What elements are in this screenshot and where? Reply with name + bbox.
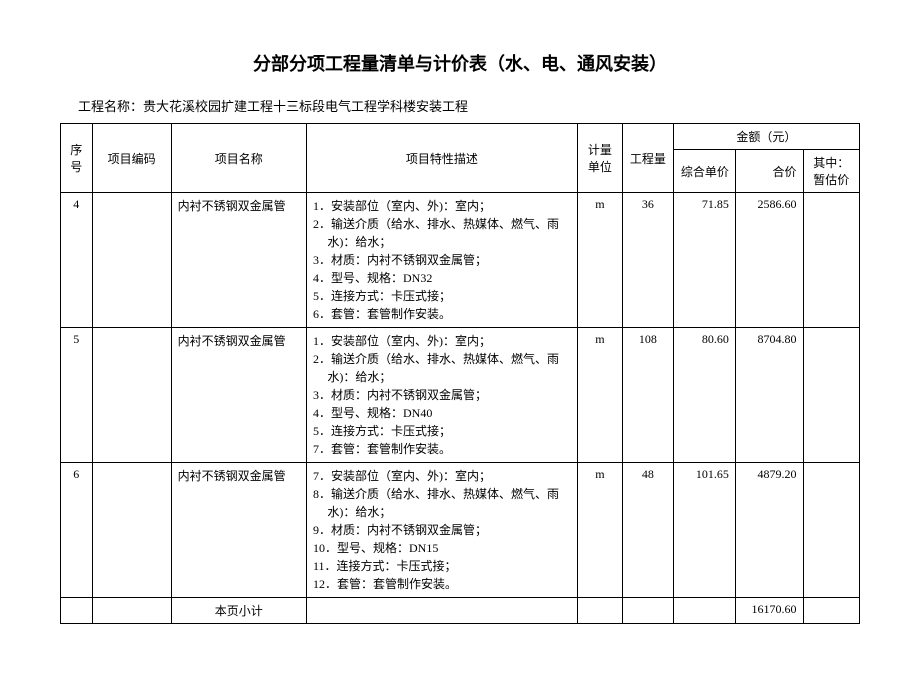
cell-unit: m <box>577 328 622 463</box>
desc-item: 10．型号、规格：DN15 <box>313 539 571 557</box>
cell-seq: 6 <box>61 463 93 598</box>
cell-unit: m <box>577 193 622 328</box>
header-amount-group: 金额（元） <box>673 124 859 150</box>
subtotal-row: 本页小计 16170.60 <box>61 598 860 624</box>
table-row: 4内衬不锈钢双金属管1．安装部位（室内、外)：室内；2．输送介质（给水、排水、热… <box>61 193 860 328</box>
desc-item: 5．连接方式：卡压式接； <box>313 422 571 440</box>
quantity-price-table: 序号 项目编码 项目名称 项目特性描述 计量单位 工程量 金额（元） 综合单价 … <box>60 123 860 624</box>
cell-desc: 1．安装部位（室内、外)：室内；2．输送介质（给水、排水、热媒体、燃气、雨水)：… <box>307 328 578 463</box>
subtotal-empty <box>92 598 171 624</box>
desc-item: 2．输送介质（给水、排水、热媒体、燃气、雨水)：给水； <box>313 215 571 251</box>
cell-code <box>92 328 171 463</box>
subtotal-empty <box>622 598 673 624</box>
desc-item: 8．输送介质（给水、排水、热媒体、燃气、雨水)：给水； <box>313 485 571 521</box>
cell-name: 内衬不锈钢双金属管 <box>171 463 306 598</box>
header-total-price: 合价 <box>735 150 803 193</box>
cell-provisional <box>803 193 859 328</box>
subtotal-label: 本页小计 <box>171 598 306 624</box>
desc-item: 4．型号、规格：DN32 <box>313 269 571 287</box>
cell-total-price: 8704.80 <box>735 328 803 463</box>
header-unit-price: 综合单价 <box>673 150 735 193</box>
cell-name: 内衬不锈钢双金属管 <box>171 193 306 328</box>
cell-qty: 108 <box>622 328 673 463</box>
cell-qty: 36 <box>622 193 673 328</box>
cell-unit-price: 101.65 <box>673 463 735 598</box>
desc-item: 4．型号、规格：DN40 <box>313 404 571 422</box>
cell-unit-price: 80.60 <box>673 328 735 463</box>
cell-total-price: 4879.20 <box>735 463 803 598</box>
desc-item: 5．连接方式：卡压式接； <box>313 287 571 305</box>
subtotal-empty <box>803 598 859 624</box>
cell-seq: 5 <box>61 328 93 463</box>
desc-item: 11．连接方式：卡压式接； <box>313 557 571 575</box>
header-unit: 计量单位 <box>577 124 622 193</box>
cell-unit-price: 71.85 <box>673 193 735 328</box>
header-name: 项目名称 <box>171 124 306 193</box>
desc-item: 7．套管：套管制作安装。 <box>313 440 571 458</box>
cell-provisional <box>803 328 859 463</box>
header-seq: 序号 <box>61 124 93 193</box>
cell-code <box>92 463 171 598</box>
cell-qty: 48 <box>622 463 673 598</box>
cell-unit: m <box>577 463 622 598</box>
page-title: 分部分项工程量清单与计价表（水、电、通风安装） <box>60 50 860 76</box>
desc-item: 1．安装部位（室内、外)：室内； <box>313 332 571 350</box>
desc-item: 3．材质：内衬不锈钢双金属管； <box>313 251 571 269</box>
header-provisional: 其中：暂估价 <box>803 150 859 193</box>
table-row: 5内衬不锈钢双金属管1．安装部位（室内、外)：室内；2．输送介质（给水、排水、热… <box>61 328 860 463</box>
desc-item: 1．安装部位（室内、外)：室内； <box>313 197 571 215</box>
header-qty: 工程量 <box>622 124 673 193</box>
subtotal-empty <box>307 598 578 624</box>
project-name-value: 贵大花溪校园扩建工程十三标段电气工程学科楼安装工程 <box>143 99 468 114</box>
subtotal-empty <box>673 598 735 624</box>
cell-desc: 1．安装部位（室内、外)：室内；2．输送介质（给水、排水、热媒体、燃气、雨水)：… <box>307 193 578 328</box>
subtotal-empty <box>61 598 93 624</box>
desc-item: 7．安装部位（室内、外)：室内； <box>313 467 571 485</box>
project-name-label: 工程名称： <box>78 99 143 114</box>
desc-item: 2．输送介质（给水、排水、热媒体、燃气、雨水)：给水； <box>313 350 571 386</box>
header-code: 项目编码 <box>92 124 171 193</box>
cell-provisional <box>803 463 859 598</box>
desc-item: 9．材质：内衬不锈钢双金属管； <box>313 521 571 539</box>
project-name-line: 工程名称：贵大花溪校园扩建工程十三标段电气工程学科楼安装工程 <box>60 96 860 115</box>
desc-item: 3．材质：内衬不锈钢双金属管； <box>313 386 571 404</box>
desc-item: 6．套管：套管制作安装。 <box>313 305 571 323</box>
cell-total-price: 2586.60 <box>735 193 803 328</box>
cell-code <box>92 193 171 328</box>
cell-desc: 7．安装部位（室内、外)：室内；8．输送介质（给水、排水、热媒体、燃气、雨水)：… <box>307 463 578 598</box>
subtotal-empty <box>577 598 622 624</box>
header-desc: 项目特性描述 <box>307 124 578 193</box>
cell-name: 内衬不锈钢双金属管 <box>171 328 306 463</box>
desc-item: 12．套管：套管制作安装。 <box>313 575 571 593</box>
table-row: 6内衬不锈钢双金属管7．安装部位（室内、外)：室内；8．输送介质（给水、排水、热… <box>61 463 860 598</box>
cell-seq: 4 <box>61 193 93 328</box>
subtotal-total-price: 16170.60 <box>735 598 803 624</box>
